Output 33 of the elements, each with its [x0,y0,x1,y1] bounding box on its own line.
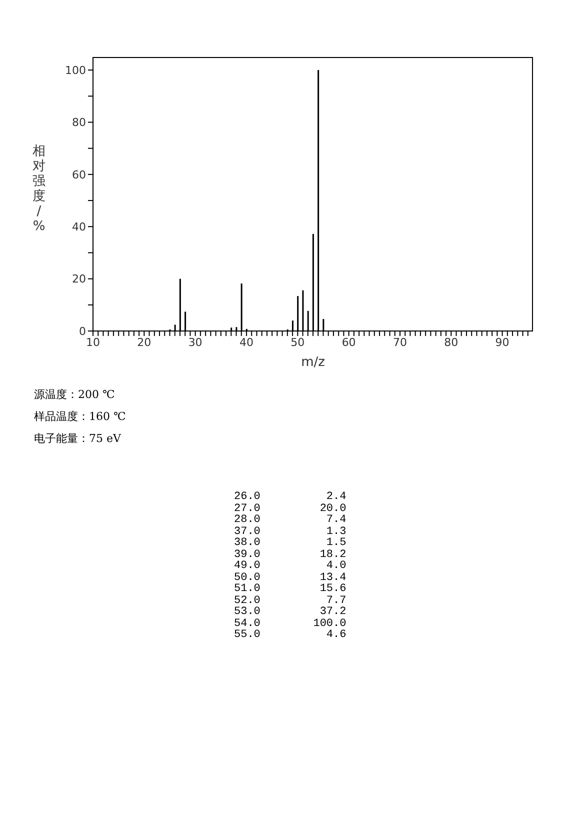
x-tick-label: 40 [239,336,254,349]
text: 样品温度：160 ℃ [34,409,127,425]
x-tick-label: 10 [86,336,100,349]
text: 39.0 18.2 [234,548,348,560]
text: 电子能量：75 eV [34,431,122,447]
y-axis-title: 相对强度/% [32,144,46,234]
y-tick-label: 40 [72,220,86,234]
x-tick-label: 50 [290,336,305,349]
y-tick-label: 80 [72,116,86,130]
x-tick-label: 60 [342,336,356,349]
x-tick-label: 80 [444,336,458,349]
y-tick-label: 0 [79,324,86,338]
y-tick-label: 60 [72,168,86,182]
text: 27.0 20.0 [234,502,348,514]
y-tick-label: 20 [72,272,86,286]
text: 54.0 100.0 [234,618,348,630]
text: 26.0 2.4 [234,491,348,504]
x-tick-label: 90 [495,336,510,349]
y-tick-label: 100 [65,64,86,77]
text: 28.0 7.4 [234,514,348,526]
text: 源温度：200 ℃ [34,387,116,403]
text: 37.0 1.3 [234,526,348,538]
text: 51.0 15.6 [234,583,348,596]
text: 53.0 37.2 [234,606,348,618]
text: 38.0 1.5 [234,537,348,550]
text: 52.0 7.7 [234,594,348,606]
text: 49.0 4.0 [234,560,348,572]
x-tick-label: 70 [392,336,407,349]
text: 50.0 13.4 [234,572,348,584]
text: 55.0 4.6 [234,629,348,642]
x-tick-label: 20 [137,336,152,349]
x-axis-title: m/z [300,355,326,370]
x-tick-label: 30 [188,336,202,349]
